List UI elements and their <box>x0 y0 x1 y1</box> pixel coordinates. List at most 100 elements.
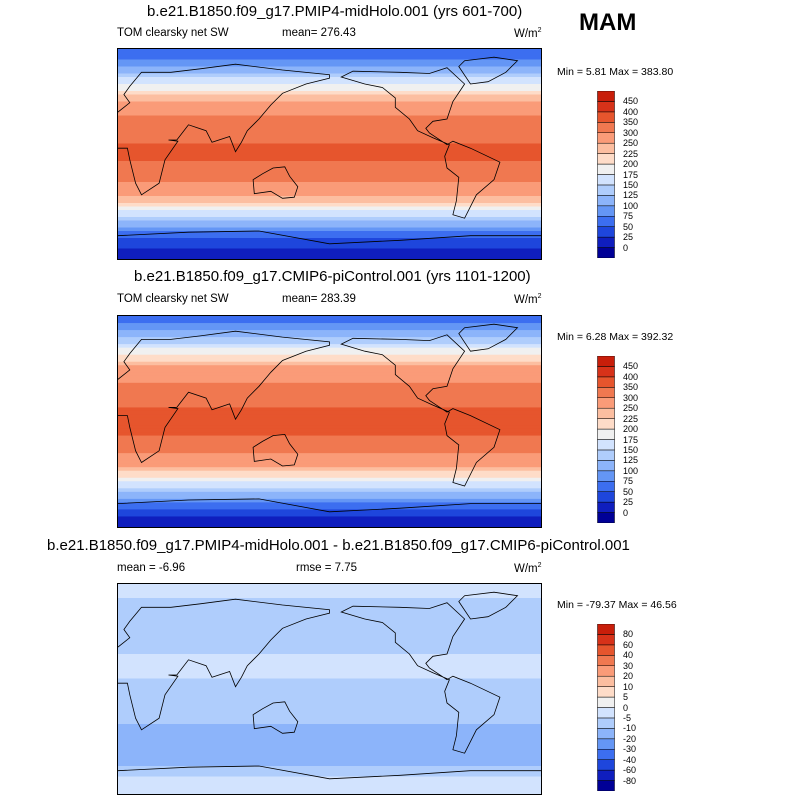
colorbar-box <box>597 481 615 492</box>
colorbar-box <box>597 356 615 367</box>
colorbar-box <box>597 247 615 258</box>
colorbar-tick-label: -40 <box>623 754 637 765</box>
zonal-band <box>118 171 541 176</box>
zonal-band <box>118 622 541 627</box>
colorbar-tick-label: -20 <box>623 733 637 744</box>
colorbar-box <box>597 769 615 781</box>
colorbar-tick-label: 100 <box>623 465 639 476</box>
zonal-band <box>118 403 541 409</box>
colorbar-tick-label: 200 <box>623 159 639 170</box>
zonal-band <box>118 323 541 328</box>
zonal-band <box>118 372 541 377</box>
colorbar-tick-label: 60 <box>623 639 634 650</box>
colorbar-tick-label: 150 <box>623 179 639 190</box>
panel3-rmse-label: rmse = 7.75 <box>296 562 358 574</box>
colorbar-box <box>597 236 615 248</box>
zonal-band <box>118 161 541 166</box>
zonal-band <box>118 382 541 387</box>
colorbar-tick-label: -10 <box>623 723 637 734</box>
zonal-band <box>118 143 541 148</box>
zonal-band <box>118 220 541 225</box>
zonal-band <box>118 682 541 687</box>
zonal-band <box>118 414 541 419</box>
colorbar-tick-label: 30 <box>623 660 634 671</box>
panel2-minmax: Min = 6.28 Max = 392.32 <box>557 331 674 343</box>
colorbar-tick-label: 150 <box>623 444 639 455</box>
colorbar-tick-label: 50 <box>623 486 634 497</box>
colorbar-tick-label: 350 <box>623 382 639 393</box>
colorbar-tick-label: 450 <box>623 96 639 107</box>
panel1-units: W/m2 <box>514 27 542 40</box>
zonal-band <box>118 417 541 423</box>
zonal-band <box>118 255 541 259</box>
zonal-band <box>118 150 541 155</box>
panel1-map <box>117 48 542 260</box>
zonal-band <box>118 591 541 596</box>
zonal-band <box>118 495 541 500</box>
coastline <box>340 67 501 219</box>
zonal-band <box>118 49 541 54</box>
zonal-band <box>118 460 541 465</box>
coastline <box>340 602 501 754</box>
zonal-band <box>118 133 541 138</box>
zonal-band <box>118 435 541 440</box>
colorbar-tick-label: 100 <box>623 200 639 211</box>
zonal-band <box>118 762 541 767</box>
zonal-band <box>118 182 541 187</box>
zonal-band <box>118 678 541 683</box>
zonal-band <box>118 692 541 697</box>
zonal-band <box>118 470 541 475</box>
zonal-band <box>118 70 541 75</box>
colorbar-tick-label: 400 <box>623 371 639 382</box>
colorbar-box <box>597 655 615 666</box>
colorbar-box <box>597 111 615 123</box>
zonal-band <box>118 783 541 788</box>
zonal-band <box>118 456 541 461</box>
zonal-band <box>118 52 541 57</box>
zonal-band <box>118 66 541 71</box>
colorbar-box <box>597 707 615 719</box>
colorbar-tick-label: 10 <box>623 681 634 692</box>
colorbar-tick-label: 125 <box>623 455 639 466</box>
zonal-band <box>118 108 541 113</box>
zonal-band <box>118 650 541 655</box>
colorbar-box <box>597 449 615 461</box>
panel3-minmax: Min = -79.37 Max = 46.56 <box>557 599 677 611</box>
colorbar-box <box>597 428 615 440</box>
zonal-band <box>118 675 541 680</box>
panel2-title: b.e21.B1850.f09_g17.CMIP6-piControl.001 … <box>134 268 531 285</box>
colorbar-tick-label: 225 <box>623 148 639 159</box>
zonal-band <box>118 192 541 197</box>
zonal-band <box>118 442 541 447</box>
colorbar-box <box>597 439 615 451</box>
colorbar-tick-label: 125 <box>623 190 639 201</box>
zonal-band <box>118 189 541 194</box>
colorbar-tick-label: 0 <box>623 507 629 518</box>
zonal-band <box>118 449 541 454</box>
colorbar-box <box>597 418 615 430</box>
panel2-variable-label: TOM clearsky net SW <box>117 293 229 305</box>
panel1-colorbar-labels: 0 25 50 75 100 125 150 175 200 225 250 300 350 400 450 <box>623 91 663 258</box>
zonal-band <box>118 488 541 493</box>
colorbar-tick-label: 0 <box>623 242 629 253</box>
zonal-band <box>118 344 541 349</box>
zonal-band <box>118 647 541 652</box>
zonal-band <box>118 484 541 489</box>
colorbar-box <box>597 759 615 771</box>
zonal-band <box>118 140 541 145</box>
colorbar-tick-label: 80 <box>623 629 634 640</box>
colorbar-box <box>597 728 615 740</box>
zonal-band <box>118 168 541 173</box>
zonal-band <box>118 463 541 468</box>
zonal-band <box>118 671 541 676</box>
zonal-band <box>118 112 541 117</box>
zonal-band <box>118 227 541 232</box>
zonal-band <box>118 601 541 606</box>
panel1-title: b.e21.B1850.f09_g17.PMIP4-midHolo.001 (y… <box>147 3 523 20</box>
zonal-band <box>118 129 541 134</box>
colorbar-tick-label: 250 <box>623 138 639 149</box>
zonal-band <box>118 421 541 426</box>
zonal-band <box>118 56 541 61</box>
colorbar-tick-label: -5 <box>623 712 632 723</box>
colorbar-box <box>597 696 615 708</box>
